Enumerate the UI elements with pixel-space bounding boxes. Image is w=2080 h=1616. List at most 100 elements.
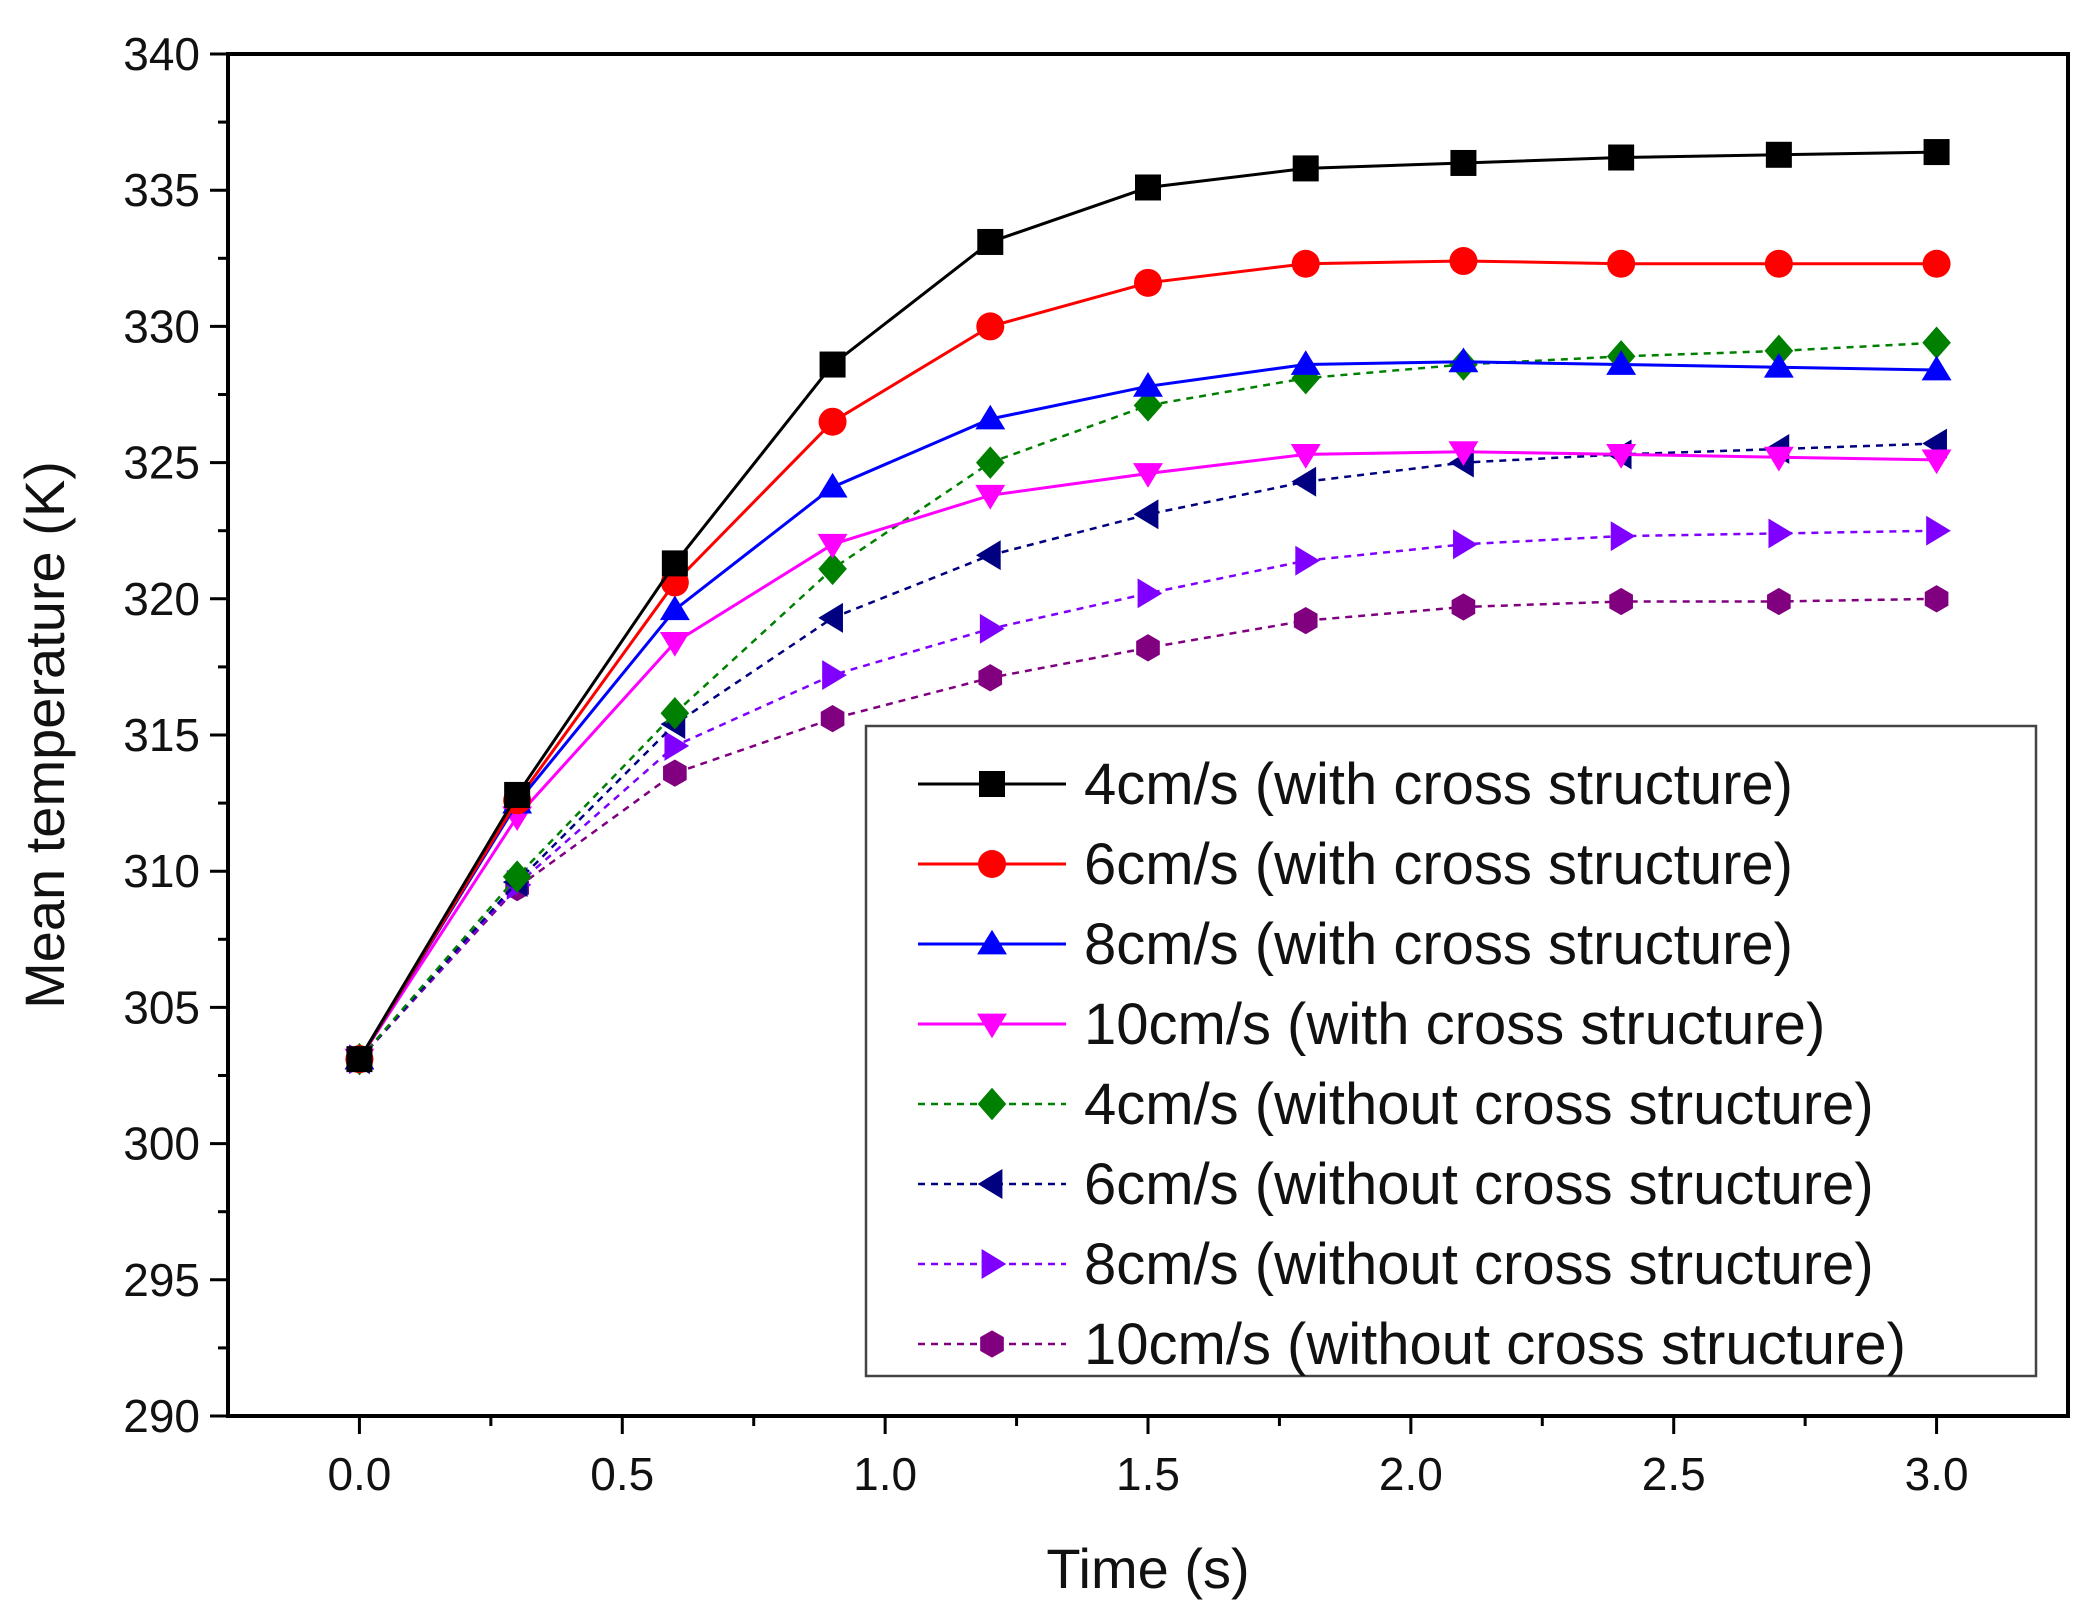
data-point [1764, 334, 1794, 368]
legend-marker [977, 929, 1007, 955]
data-point [1453, 529, 1478, 560]
y-tick-label: 300 [123, 1118, 200, 1170]
data-point [818, 602, 843, 633]
data-point [1135, 174, 1161, 201]
legend-label: 6cm/s (without cross structure) [1084, 1152, 1874, 1217]
legend-entry: 6cm/s (with cross structure) [918, 832, 1793, 897]
x-tick-label: 1.5 [1116, 1448, 1180, 1500]
data-point [504, 781, 531, 808]
data-point [1609, 587, 1633, 616]
data-point [1610, 521, 1636, 552]
data-point [1291, 249, 1320, 278]
data-point [818, 407, 847, 436]
x-tick-label: 0.0 [327, 1448, 391, 1500]
data-point [1606, 444, 1637, 469]
data-point [1921, 449, 1952, 475]
x-tick-label: 2.5 [1642, 1448, 1706, 1500]
legend-label: 6cm/s (with cross structure) [1084, 832, 1793, 897]
data-point [1136, 634, 1160, 662]
y-tick-label: 325 [123, 437, 200, 489]
legend-entry: 4cm/s (with cross structure) [918, 752, 1793, 817]
x-axis-title: Time (s) [1046, 1537, 1249, 1600]
legend-entry: 10cm/s (without cross structure) [918, 1312, 1906, 1377]
series-line [358, 442, 1937, 1061]
x-tick-label: 3.0 [1905, 1448, 1969, 1500]
data-point [975, 404, 1006, 430]
data-point [817, 472, 848, 498]
legend-marker [980, 1330, 1004, 1358]
data-point [502, 860, 532, 893]
axis-ticks: 0.0 0.5 1.0 1.5 2.0 2.5 3.0 290 295 300 305 310 315 3… [123, 28, 1968, 1500]
data-point [1291, 466, 1317, 497]
data-point [822, 660, 847, 691]
legend-label: 4cm/s (with cross structure) [1084, 752, 1793, 817]
data-point [817, 533, 848, 559]
data-point [1134, 268, 1162, 297]
data-point [1133, 463, 1163, 488]
y-tick-label: 340 [123, 28, 200, 80]
x-tick-label: 2.0 [1379, 1448, 1443, 1500]
data-point [1763, 446, 1794, 472]
legend-entry: 4cm/s (without cross structure) [918, 1072, 1874, 1137]
data-point [978, 664, 1003, 692]
y-tick-label: 330 [123, 300, 200, 352]
y-tick-label: 290 [123, 1390, 200, 1442]
data-point [664, 730, 690, 761]
data-point [661, 550, 688, 577]
legend-entry: 6cm/s (without cross structure) [918, 1152, 1874, 1217]
data-point [1293, 606, 1318, 635]
legend-entry: 8cm/s (without cross structure) [918, 1232, 1874, 1297]
data-point [1450, 149, 1477, 176]
series-line [358, 597, 1937, 1061]
legend-label: 4cm/s (without cross structure) [1084, 1072, 1874, 1137]
x-tick-label: 0.5 [590, 1448, 654, 1500]
data-point [1764, 249, 1793, 278]
series-line [358, 529, 1937, 1061]
y-tick-label: 320 [123, 573, 200, 625]
data-point [1295, 545, 1321, 576]
y-axis-title: Mean temperature (K) [13, 461, 76, 1009]
series [344, 441, 1952, 1074]
data-point [1608, 144, 1635, 171]
data-point [1923, 139, 1950, 166]
legend-marker [981, 1249, 1007, 1279]
data-point [1924, 585, 1949, 613]
y-tick-label: 335 [123, 164, 200, 216]
data-point [819, 351, 846, 378]
data-point [1922, 249, 1951, 278]
data-point [1921, 355, 1952, 381]
data-point [659, 595, 690, 621]
data-point [1133, 499, 1159, 530]
data-point [1133, 389, 1163, 422]
y-tick-label: 305 [123, 981, 200, 1033]
data-point [1137, 578, 1163, 609]
data-point [1763, 352, 1794, 378]
data-point [1607, 249, 1636, 278]
data-point [1451, 593, 1476, 621]
data-point [976, 312, 1005, 341]
data-point [1922, 326, 1951, 359]
legend-entry: 8cm/s (with cross structure) [918, 912, 1793, 977]
data-point [1768, 518, 1794, 549]
legend-marker [978, 850, 1006, 878]
legend-label: 10cm/s (with cross structure) [1084, 992, 1825, 1057]
data-point [977, 228, 1004, 255]
y-tick-label: 315 [123, 709, 200, 761]
data-point [975, 540, 1001, 571]
legend-marker [979, 771, 1005, 797]
data-point [1448, 441, 1479, 467]
legend: 4cm/s (with cross structure) 6cm/s (with … [864, 724, 2038, 1378]
data-point [1292, 155, 1319, 182]
data-point [660, 696, 690, 730]
data-point [1449, 247, 1478, 276]
data-point [975, 446, 1005, 479]
legend-marker [977, 1013, 1007, 1039]
series [346, 139, 1950, 1073]
data-point [975, 484, 1006, 510]
data-point [1290, 350, 1321, 375]
data-point [1133, 372, 1163, 397]
data-point [1926, 515, 1951, 546]
legend-label: 10cm/s (without cross structure) [1084, 1312, 1906, 1377]
legend-label: 8cm/s (without cross structure) [1084, 1232, 1874, 1297]
